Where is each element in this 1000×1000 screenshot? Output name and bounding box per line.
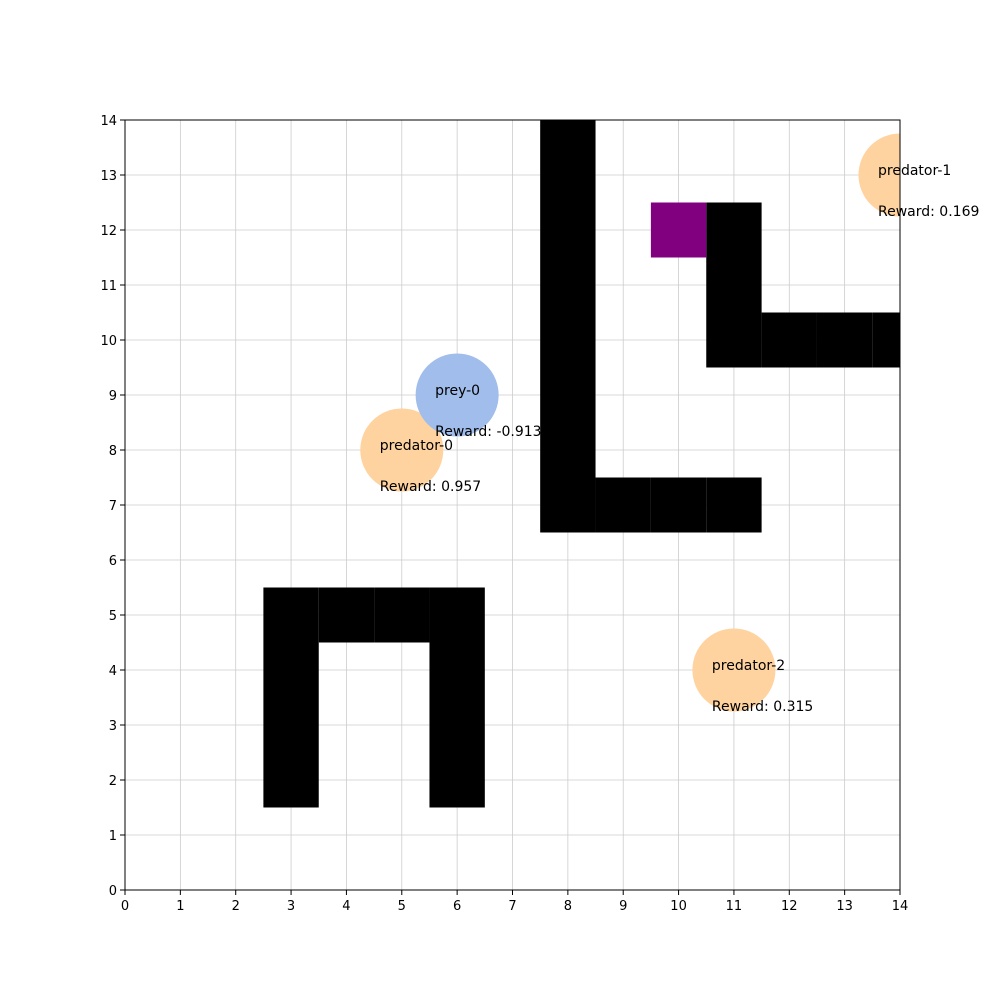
y-tick-label: 9	[109, 389, 117, 404]
obstacle-cell	[263, 587, 319, 643]
y-tick-label: 2	[109, 774, 117, 789]
obstacle-cell	[540, 312, 596, 368]
y-tick-label: 10	[100, 334, 117, 349]
x-tick-label: 4	[342, 899, 350, 914]
x-tick-label: 13	[836, 899, 853, 914]
y-tick-label: 11	[100, 279, 117, 294]
x-tick-label: 12	[781, 899, 798, 914]
obstacle-cell	[540, 202, 596, 258]
x-tick-label: 3	[287, 899, 295, 914]
y-tick-label: 3	[109, 719, 117, 734]
y-tick-label: 14	[100, 114, 117, 129]
agent-reward-label: Reward: 0.957	[380, 479, 481, 495]
obstacle-cell	[595, 477, 651, 533]
x-tick-label: 7	[508, 899, 516, 914]
y-tick-label: 6	[109, 554, 117, 569]
agent-name-label: predator-2	[712, 658, 785, 674]
obstacle-cell	[540, 120, 596, 148]
x-tick-label: 10	[670, 899, 687, 914]
obstacle-cell	[540, 367, 596, 423]
x-tick-label: 0	[121, 899, 129, 914]
y-tick-label: 8	[109, 444, 117, 459]
obstacle-cell	[263, 642, 319, 698]
agent-reward-label: Reward: 0.315	[712, 699, 813, 715]
obstacle-cell	[540, 422, 596, 478]
obstacle-cell	[816, 312, 873, 368]
obstacle-cell	[263, 697, 319, 753]
obstacle-cell	[761, 312, 817, 368]
predator-agent-circle	[858, 133, 900, 217]
agent-name-label: predator-1	[878, 163, 951, 179]
obstacle-cell	[540, 477, 596, 533]
x-tick-label: 8	[564, 899, 572, 914]
x-tick-label: 1	[176, 899, 184, 914]
obstacle-cell	[706, 312, 762, 368]
y-tick-label: 12	[100, 224, 117, 239]
obstacle-cell	[374, 587, 430, 643]
x-tick-label: 6	[453, 899, 461, 914]
agent-label-layer: predator-0 Reward: 0.957 predator-1 Reward:…	[380, 163, 980, 715]
obstacle-cell	[540, 257, 596, 313]
obstacle-cell	[706, 202, 762, 258]
agent-name-label: predator-0	[380, 438, 453, 454]
obstacle-cell	[540, 147, 596, 203]
x-tick-label: 11	[726, 899, 743, 914]
x-tick-label: 14	[892, 899, 909, 914]
obstacle-cell	[706, 257, 762, 313]
y-tick-label: 4	[109, 664, 117, 679]
predator-agent-circle	[692, 628, 776, 712]
agent-reward-label: Reward: 0.169	[878, 204, 979, 220]
prey-agent-circle	[415, 353, 499, 437]
obstacle-cell	[872, 312, 900, 368]
obstacle-cell	[263, 752, 319, 808]
obstacle-cell	[706, 477, 762, 533]
y-tick-label: 5	[109, 609, 117, 624]
obstacle-cell	[429, 587, 485, 643]
y-tick-label: 0	[109, 884, 117, 899]
predator-agent-circle	[360, 408, 444, 492]
x-tick-label: 5	[398, 899, 406, 914]
obstacle-cell	[429, 697, 485, 753]
x-tick-label: 9	[619, 899, 627, 914]
goal-cell	[650, 202, 707, 258]
agent-layer	[360, 133, 900, 712]
obstacle-cell	[429, 642, 485, 698]
obstacle-cell	[429, 752, 485, 808]
agent-reward-label: Reward: -0.913	[435, 424, 541, 440]
x-tick-label: 2	[232, 899, 240, 914]
y-tick-label: 1	[109, 829, 117, 844]
obstacle-cell	[650, 477, 707, 533]
y-tick-label: 7	[109, 499, 117, 514]
cell-layer	[263, 120, 900, 808]
agent-name-label: prey-0	[435, 383, 480, 399]
obstacle-cell	[318, 587, 375, 643]
y-tick-label: 13	[100, 169, 117, 184]
